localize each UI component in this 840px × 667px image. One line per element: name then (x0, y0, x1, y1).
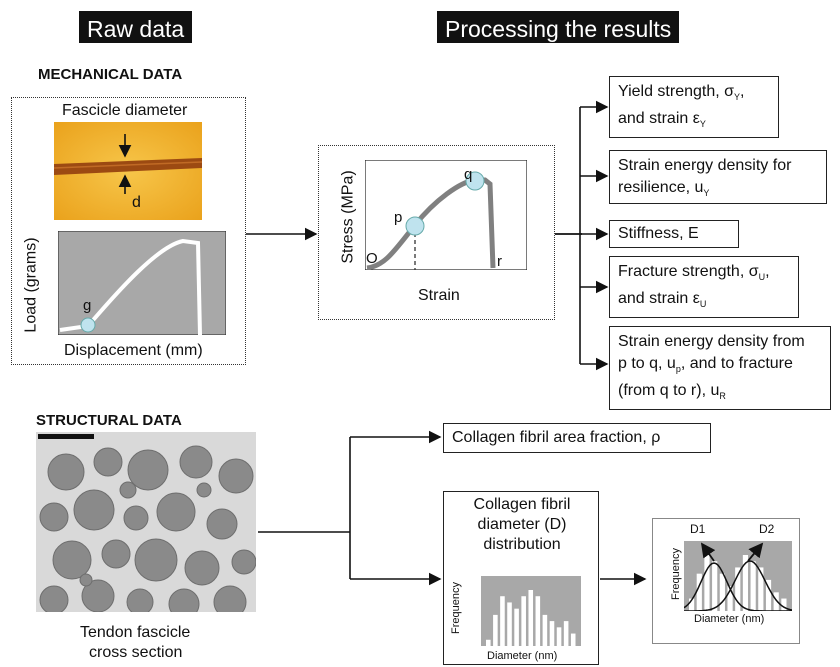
fracture-line1: Fracture strength, σ (618, 263, 759, 280)
fracture-line1-end: , (765, 263, 770, 280)
histogram-bar (719, 573, 725, 611)
p-label: p (394, 209, 403, 226)
raw-data-header: Raw data (79, 11, 193, 43)
point-p (405, 216, 425, 236)
histogram-bar (570, 633, 576, 646)
d1-label: D1 (690, 522, 706, 536)
processing-header: Processing the results (437, 11, 680, 43)
fit-curve-d1 (684, 562, 792, 611)
histogram-bar (689, 598, 695, 611)
stress-strain-plot (365, 160, 527, 270)
fracture-line2: and strain ε (618, 290, 700, 308)
energy-line2b: , and to fracture (680, 355, 793, 372)
resilience-line1: Strain energy density for (618, 157, 792, 174)
fascicle-image (54, 122, 202, 220)
fracture-strain-sub: U (699, 299, 707, 310)
histogram-bar (486, 639, 491, 646)
load-displacement-plot (58, 231, 226, 335)
gaussian-fit-plot (684, 541, 792, 611)
d2-label: D2 (759, 522, 775, 536)
histogram-bar (514, 608, 519, 646)
g-label: g (83, 297, 92, 314)
histogram-bar (563, 621, 569, 646)
o-label: O (366, 250, 378, 267)
yield-sub: Y (734, 92, 741, 103)
histogram-bar (549, 621, 555, 646)
energy-line2a: p to q, u (618, 355, 676, 372)
histogram-bar (493, 614, 498, 646)
histogram-bar (781, 598, 787, 611)
energy-sub-r: R (719, 391, 726, 402)
strain-x-axis-label: Strain (418, 287, 460, 304)
histogram-bar (521, 596, 526, 646)
energy-sub-p: p (675, 364, 681, 375)
yield-line1: Yield strength, σ (618, 83, 735, 100)
histogram-bar (742, 555, 749, 611)
stiffness-label: Stiffness, E (618, 225, 699, 242)
stress-y-axis-label: Stress (MPa) (339, 170, 357, 264)
fit-x-axis-label: Diameter (nm) (694, 613, 765, 625)
histogram-bar (758, 567, 764, 611)
histogram-bar (528, 590, 534, 646)
strain-energy-box: Strain energy density from p to q, up, a… (609, 326, 831, 410)
yield-line1-end: , (740, 83, 745, 100)
r-label: r (497, 253, 502, 270)
histogram-bar (735, 567, 741, 611)
histogram-bar (712, 561, 718, 611)
histogram-bar (727, 586, 733, 611)
histogram-bar (773, 592, 779, 611)
resilience-sub: Y (703, 188, 710, 199)
load-y-axis-label: Load (grams) (22, 237, 40, 333)
point-q (465, 171, 485, 191)
resilience-box: Strain energy density for resilience, uY (609, 150, 827, 204)
fracture-strength-box: Fracture strength, σU, and strain εU (609, 256, 799, 318)
fracture-sub: U (758, 272, 766, 283)
area-fraction-box: Collagen fibril area fraction, ρ (443, 423, 711, 453)
histogram-bar (535, 596, 541, 646)
stress-strain-panel (318, 145, 555, 320)
yield-strain-sub: Y (699, 119, 706, 130)
resilience-line2: resilience, u (618, 179, 704, 196)
histogram-bar (507, 602, 512, 646)
mechanical-data-title: MECHANICAL DATA (38, 66, 183, 83)
tendon-caption-line2: cross section (89, 644, 183, 661)
displacement-x-axis-label: Displacement (mm) (64, 342, 203, 359)
histogram-bar (704, 555, 710, 611)
histogram-bar (542, 614, 548, 646)
histogram-bar (500, 596, 505, 646)
distribution-title-line3: distribution (483, 536, 561, 553)
mechanical-data-panel (11, 97, 246, 365)
histogram-bar (750, 561, 756, 611)
point-g (80, 317, 96, 333)
histogram-plot (481, 576, 581, 646)
diameter-distribution-box: Collagen fibril diameter (D) distributio… (443, 491, 599, 665)
histogram-y-axis-label: Frequency (449, 582, 462, 634)
peak-arrows (700, 542, 764, 562)
yield-strength-box: Yield strength, σY, and strain εY (609, 76, 779, 138)
area-fraction-label: Collagen fibril area fraction, ρ (452, 429, 661, 446)
q-label: q (464, 166, 473, 183)
histogram-bar (696, 573, 702, 611)
structural-data-title: STRUCTURAL DATA (36, 412, 182, 429)
tendon-caption-line1: Tendon fascicle (80, 624, 191, 641)
distribution-title-line2: diameter (D) (477, 516, 567, 533)
histogram-x-axis-label: Diameter (nm) (487, 650, 558, 662)
yield-line2: and strain ε (618, 110, 700, 128)
fascicle-diameter-label: Fascicle diameter (62, 102, 188, 119)
distribution-title-line1: Collagen fibril (473, 496, 571, 513)
energy-line3: (from q to r), u (618, 382, 720, 400)
histogram-bar (556, 627, 562, 646)
energy-line1: Strain energy density from (618, 333, 805, 350)
d-label: d (132, 194, 141, 211)
stiffness-box: Stiffness, E (609, 220, 739, 248)
tendon-cross-section-image (36, 432, 256, 612)
histogram-bar (765, 579, 772, 611)
fit-curve-d2 (684, 560, 792, 611)
